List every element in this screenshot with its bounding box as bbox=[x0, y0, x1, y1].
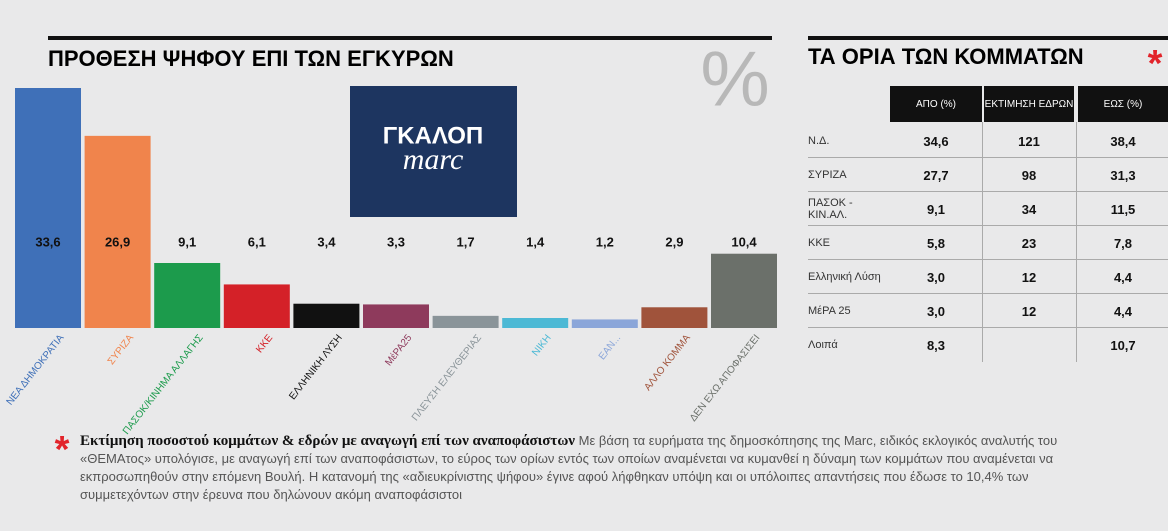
row-rule bbox=[808, 191, 1168, 192]
footnote-text: Με βάση τα ευρήματα της δημοσκόπησης της… bbox=[80, 433, 1058, 502]
table-cell: 27,7 bbox=[923, 167, 949, 183]
bar bbox=[84, 135, 151, 328]
footnote-lead: Εκτίμηση ποσοστού κομμάτων & εδρών με αν… bbox=[80, 433, 575, 449]
table-cell: 12 bbox=[1021, 269, 1037, 285]
row-label: ΜέΡΑ 25 bbox=[808, 305, 851, 317]
logo-name: ΓΚΑΛΟΠ bbox=[383, 122, 483, 149]
chart-title: ΠΡΟΘΕΣΗ ΨΗΦΟΥ ΕΠΙ ΤΩΝ ΕΓΚΥΡΩΝ bbox=[48, 46, 454, 71]
category-label: ΠΑΣΟΚ/ΚΙΝΗΜΑ ΑΛΛΑΓΗΣ bbox=[121, 333, 206, 437]
category-label: ΚΚΕ bbox=[254, 332, 275, 355]
bar bbox=[641, 307, 708, 328]
category-label: ΜέΡΑ25 bbox=[383, 332, 415, 369]
table-header: ΕΩΣ (%) bbox=[1078, 86, 1168, 122]
column-rule bbox=[982, 122, 983, 362]
table-cell: 10,7 bbox=[1110, 337, 1136, 353]
footnote: Εκτίμηση ποσοστού κομμάτων & εδρών με αν… bbox=[80, 432, 1090, 504]
bar bbox=[502, 318, 569, 328]
category-label: ΝΙΚΗ bbox=[530, 333, 553, 359]
category-label: ΕΛΛΗΝΙΚΗ ΛΥΣΗ bbox=[287, 333, 345, 402]
table-header: ΕΚΤΙΜΗΣΗ ΕΔΡΩΝ bbox=[984, 86, 1074, 122]
category-label: ΔΕΝ ΕΧΩ ΑΠΟΦΑΣΙΣΕΙ bbox=[688, 333, 763, 424]
annotation: % bbox=[700, 35, 769, 123]
value-label: 33,6 bbox=[35, 234, 60, 249]
table-cell: 98 bbox=[1021, 167, 1037, 183]
bar bbox=[363, 304, 429, 328]
bar bbox=[223, 284, 290, 328]
value-label: 3,4 bbox=[317, 234, 336, 249]
value-label: 10,4 bbox=[731, 234, 757, 249]
table-cell: 3,0 bbox=[926, 303, 946, 319]
value-label: 1,2 bbox=[596, 234, 614, 249]
row-rule bbox=[808, 225, 1168, 226]
row-label: Λοιπά bbox=[808, 339, 838, 351]
bar bbox=[154, 263, 221, 328]
table-cell: 34,6 bbox=[923, 133, 949, 149]
row-label: ΣΥΡΙΖΑ bbox=[808, 169, 847, 181]
bar bbox=[293, 303, 360, 328]
value-label: 3,3 bbox=[387, 234, 405, 249]
category-label: ΝΕΑ ΔΗΜΟΚΡΑΤΙΑ bbox=[5, 332, 67, 407]
value-label: 6,1 bbox=[248, 234, 266, 249]
category-label: ΣΥΡΙΖΑ bbox=[106, 332, 136, 367]
row-label: ΚΚΕ bbox=[808, 237, 831, 249]
bar bbox=[711, 253, 777, 328]
table-cell: 8,3 bbox=[926, 337, 946, 353]
value-label: 26,9 bbox=[105, 234, 130, 249]
bar bbox=[15, 88, 81, 328]
bar bbox=[571, 319, 638, 328]
table-cell: 12 bbox=[1021, 303, 1037, 319]
table-cell: 4,4 bbox=[1113, 269, 1133, 285]
logo-brand: marc bbox=[403, 143, 464, 176]
table-cell: 38,4 bbox=[1110, 133, 1136, 149]
table-cell: 121 bbox=[1018, 133, 1040, 149]
table-cell: 23 bbox=[1021, 235, 1037, 251]
table-cell: 31,3 bbox=[1110, 167, 1136, 183]
row-rule bbox=[808, 293, 1168, 294]
table-cell: 34 bbox=[1021, 201, 1037, 217]
value-label: 9,1 bbox=[178, 234, 196, 249]
row-rule bbox=[808, 157, 1168, 158]
row-rule bbox=[808, 327, 1168, 328]
category-label: ΠΛΕΥΣΗ ΕΛΕΥΘΕΡΙΑΣ bbox=[410, 333, 484, 424]
value-label: 1,7 bbox=[457, 234, 475, 249]
value-label: 2,9 bbox=[665, 234, 683, 249]
row-label: Ελληνική Λύση bbox=[808, 271, 881, 283]
category-label: ΕΑΝ... bbox=[597, 333, 623, 363]
bar bbox=[432, 315, 499, 328]
footnote-mark: * bbox=[55, 429, 70, 471]
table-header: ΑΠΟ (%) bbox=[890, 86, 982, 122]
table-title: ΤΑ ΟΡΙΑ ΤΩΝ ΚΟΜΜΑΤΩΝ bbox=[808, 44, 1084, 69]
table-cell: 9,1 bbox=[926, 201, 946, 217]
category-label: ΑΛΛΟ ΚΟΜΜΑ bbox=[642, 332, 693, 392]
column-rule bbox=[1076, 122, 1077, 362]
table-cell: 3,0 bbox=[926, 269, 946, 285]
table-cell: 4,4 bbox=[1113, 303, 1133, 319]
row-rule bbox=[808, 259, 1168, 260]
logo-box bbox=[350, 86, 517, 217]
row-label: ΠΑΣΟΚ - ΚΙΝ.ΑΛ. bbox=[808, 197, 853, 221]
table-cell: 5,8 bbox=[926, 235, 946, 251]
row-label: Ν.Δ. bbox=[808, 135, 830, 147]
table-cell: 11,5 bbox=[1110, 201, 1136, 217]
table-mark: * bbox=[1148, 43, 1163, 85]
value-label: 1,4 bbox=[526, 234, 545, 249]
table-cell: 7,8 bbox=[1113, 235, 1133, 251]
